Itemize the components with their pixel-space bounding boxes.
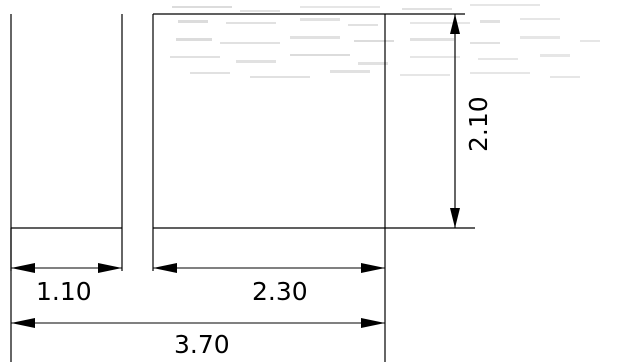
left-width-arrow-right	[98, 263, 122, 273]
right-width-arrow-left	[153, 263, 177, 273]
height-arrow-top	[450, 14, 460, 34]
left-width-arrow-left	[11, 263, 35, 273]
right-width-dimension	[153, 263, 385, 273]
total-width-label: 3.70	[174, 330, 230, 359]
left-rectangle	[10, 14, 123, 271]
right-width-arrow-right	[361, 263, 385, 273]
height-arrow-bottom	[450, 208, 460, 228]
right-width-label: 2.30	[252, 277, 308, 306]
total-width-dimension	[11, 318, 385, 328]
height-label: 2.10	[464, 96, 493, 152]
left-width-dimension	[11, 263, 122, 273]
height-dimension	[385, 13, 465, 228]
right-rectangle	[152, 13, 386, 362]
total-width-arrow-right	[361, 318, 385, 328]
left-width-label: 1.10	[36, 277, 92, 306]
baseline	[10, 227, 475, 362]
total-width-arrow-left	[11, 318, 35, 328]
scan-artifact-band	[170, 4, 600, 78]
